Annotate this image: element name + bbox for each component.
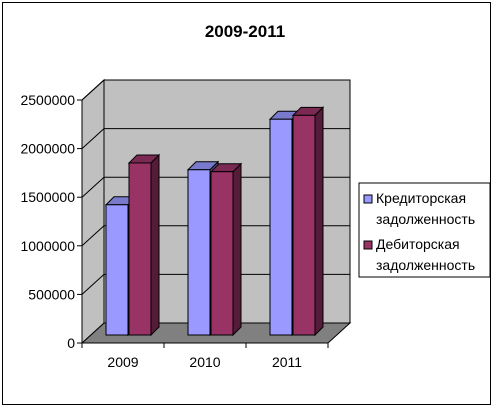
gridline-side: [81, 225, 105, 247]
bar-front-face: [187, 169, 211, 336]
chart-title: 2009-2011: [205, 22, 285, 41]
bars: [104, 106, 325, 337]
legend-swatch-debtor: [363, 240, 373, 250]
legend-swatch-creditor: [363, 194, 373, 204]
legend-box: [358, 182, 491, 278]
y-tick-label: 1500000: [20, 189, 75, 205]
y-tick-label: 2500000: [20, 92, 75, 108]
x-tick-label: 2010: [189, 354, 220, 370]
bar-front-face: [128, 162, 152, 336]
plot-area: 0 500000 1000000 1500000 2000000 2500000 2009…: [20, 78, 352, 370]
legend-label-creditor-line1: Кредиторская: [376, 190, 466, 206]
bar-side-face: [314, 106, 324, 337]
gridline-side: [81, 128, 105, 149]
bar-front-face: [210, 171, 234, 336]
x-axis: 2009 2010 2011: [81, 342, 329, 370]
bar-2010-debtor: [209, 162, 243, 337]
x-tick-label: 2011: [272, 354, 302, 370]
bar-side-face: [232, 162, 242, 337]
gridline-side: [81, 176, 105, 198]
y-tick-label: 0: [67, 335, 75, 351]
gridline-side: [81, 79, 105, 101]
y-tick-label: 2000000: [20, 141, 75, 157]
bar-side-face: [150, 153, 160, 337]
legend: Кредиторская задолженность Дебиторская з…: [358, 182, 491, 278]
y-tick-label: 1000000: [20, 238, 75, 254]
bar-front-face: [292, 114, 316, 336]
side-wall: [81, 78, 105, 345]
bar-2009-debtor: [127, 153, 161, 337]
y-axis: 0 500000 1000000 1500000 2000000 2500000: [20, 92, 83, 351]
y-tick-label: 500000: [28, 286, 75, 302]
gridline-side: [81, 274, 105, 295]
bar-2011-debtor: [291, 106, 325, 337]
legend-label-debtor-line2: задолженность: [376, 257, 475, 273]
x-tick-label: 2009: [107, 354, 138, 370]
bar-front-face: [269, 118, 293, 336]
legend-label-creditor-line2: задолженность: [376, 211, 475, 227]
legend-label-debtor-line1: Дебиторская: [376, 236, 460, 252]
bar-front-face: [105, 204, 129, 336]
